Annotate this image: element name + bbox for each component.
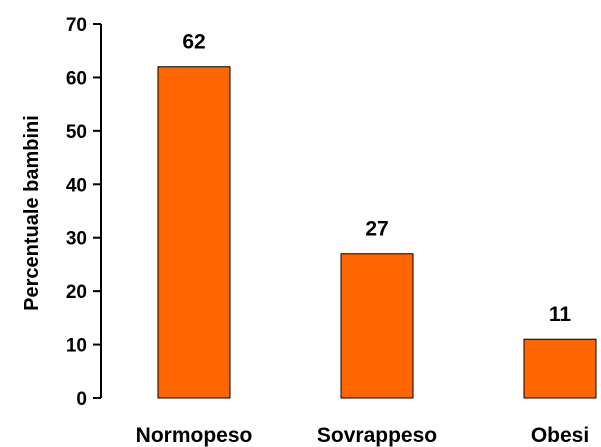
y-axis-title: Percentuale bambini — [21, 115, 43, 311]
y-tick-label: 40 — [66, 175, 87, 196]
y-tick-label: 30 — [66, 229, 87, 250]
bar-value-label: 27 — [365, 218, 388, 241]
y-tick-label: 20 — [66, 282, 87, 303]
y-tick-label: 10 — [66, 336, 87, 357]
category-label: Sovrappeso — [317, 424, 437, 447]
y-tick-label: 60 — [66, 68, 87, 89]
category-label: Obesi — [531, 424, 589, 447]
y-tick-label: 70 — [66, 15, 87, 36]
bar-obesi — [523, 338, 597, 399]
y-tick-label: 0 — [76, 389, 87, 410]
y-axis: 0 10 20 30 40 50 60 70 — [66, 15, 102, 410]
category-label: Normopeso — [136, 424, 253, 447]
bars: 62 27 11 — [157, 31, 597, 399]
bar-normopeso — [157, 66, 231, 399]
bar-value-label: 11 — [549, 303, 572, 326]
bar-value-label: 62 — [182, 31, 205, 54]
bar-sovrappeso — [340, 253, 414, 399]
x-labels: Normopeso Sovrappeso Obesi — [136, 424, 590, 447]
y-tick-label: 50 — [66, 122, 87, 143]
